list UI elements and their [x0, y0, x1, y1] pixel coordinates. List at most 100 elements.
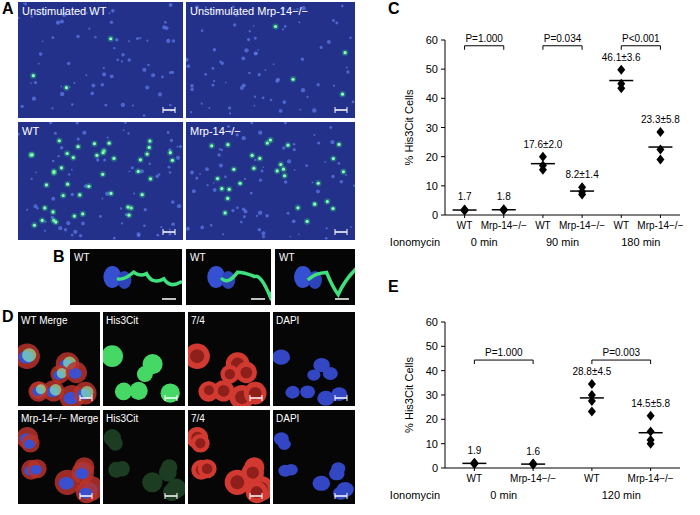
micrograph: [18, 122, 183, 240]
net-dot: [210, 144, 213, 147]
x-axis: [445, 215, 680, 216]
nucleus-dot: [301, 58, 304, 61]
cell: [246, 481, 268, 503]
nucleus-dot: [325, 237, 328, 240]
data-point: [588, 396, 596, 406]
scale-bar: [335, 107, 336, 113]
net-dot: [108, 142, 111, 145]
cell-inner: [251, 486, 263, 498]
nucleus-dot: [282, 146, 285, 149]
net-glow: [315, 180, 321, 186]
net-glow: [144, 151, 150, 157]
nucleus-dot: [158, 173, 161, 176]
net-glow: [139, 191, 145, 197]
scale-bar: [162, 298, 176, 300]
nucleus-dot: [331, 175, 335, 179]
y-tick-label: 40: [426, 92, 438, 104]
his3cit-signal: [103, 345, 123, 367]
nucleus-dot: [205, 167, 209, 171]
nucleus-dot: [186, 58, 189, 62]
nucleus: [24, 440, 35, 449]
nucleus-dot: [313, 134, 315, 136]
nucleus-dot: [121, 103, 125, 107]
nucleus-dot: [248, 72, 251, 75]
net-dot: [52, 170, 55, 173]
x-tick-label: WT: [457, 220, 473, 231]
data-point: [647, 411, 655, 421]
y-tick-label: 30: [426, 389, 438, 401]
nucleus-dot: [244, 178, 246, 180]
nucleus-dot: [316, 189, 320, 193]
nucleus-dot: [233, 23, 236, 26]
nucleus-dot: [352, 100, 355, 103]
nucleus-dot: [258, 211, 262, 215]
cell-inner: [247, 467, 259, 479]
x-tick-label: WT: [535, 220, 551, 231]
net-glow: [249, 152, 255, 158]
nucleus-dot: [127, 132, 129, 134]
nucleus-dot: [254, 37, 257, 40]
nucleus-dot: [144, 208, 147, 211]
cell: [30, 381, 48, 399]
y-tick: [441, 40, 445, 41]
nucleus-dot: [258, 131, 262, 135]
net-dot: [81, 212, 84, 215]
nucleus-dot: [305, 164, 308, 167]
panel-letter: C: [388, 0, 400, 17]
nucleus-dot: [161, 75, 164, 78]
nucleus-dot: [77, 138, 80, 141]
micrograph: [186, 2, 355, 118]
data-point: [539, 160, 547, 170]
scale-bar: [165, 493, 166, 499]
nucleus-dot: [145, 85, 149, 89]
nucleus-dot: [195, 177, 198, 180]
scale-bar: [347, 229, 348, 235]
net-glow: [56, 138, 62, 144]
cell-inner: [240, 367, 252, 379]
data-point: [500, 204, 508, 214]
nucleus: [278, 439, 291, 450]
y-tick: [441, 468, 445, 469]
data-point: [470, 458, 478, 468]
net-glow: [312, 201, 318, 207]
nucleus: [285, 387, 299, 399]
panel-letter: A: [2, 0, 14, 17]
micrograph: [103, 410, 185, 504]
nucleus-dot: [169, 3, 173, 7]
nucleus: [273, 350, 290, 365]
net-glow: [272, 23, 278, 29]
figure: AUnstimulated WTUnstimulated Mrp-14−/−WT…: [0, 0, 700, 515]
p-value: P=0.003: [602, 347, 640, 358]
nucleus-dot: [32, 97, 36, 101]
nucleus-dot: [104, 104, 107, 107]
scale-bar: [335, 495, 347, 497]
nucleus-dot: [164, 21, 167, 24]
image-label: WT: [190, 252, 206, 263]
scale-bar: [163, 109, 175, 111]
p-value: P=0.034: [544, 33, 582, 44]
net-glow: [257, 155, 263, 161]
nucleus-dot: [282, 28, 284, 30]
y-tick-label: 40: [426, 365, 438, 377]
net-dot: [286, 144, 289, 147]
nucleus-dot: [90, 92, 94, 96]
micrograph: [186, 249, 271, 305]
scale-bar: [347, 395, 348, 401]
net-dot: [313, 203, 316, 206]
cell: [236, 362, 257, 383]
nucleus: [300, 385, 315, 398]
data-point: [529, 460, 537, 469]
image-label: DAPI: [276, 413, 299, 424]
y-tick: [441, 98, 445, 99]
nucleus-dot: [190, 171, 194, 175]
nucleus-dot: [82, 131, 86, 135]
net-dot: [296, 206, 299, 209]
y-tick-label: 60: [426, 34, 438, 46]
nucleus-dot: [258, 73, 261, 76]
scale-bar: [335, 493, 336, 499]
his3cit-signal: [36, 384, 46, 394]
nucleus-dot: [330, 140, 334, 144]
image-label: DAPI: [276, 315, 299, 326]
nucleus-dot: [94, 36, 96, 38]
his3cit-signal: [163, 483, 181, 501]
